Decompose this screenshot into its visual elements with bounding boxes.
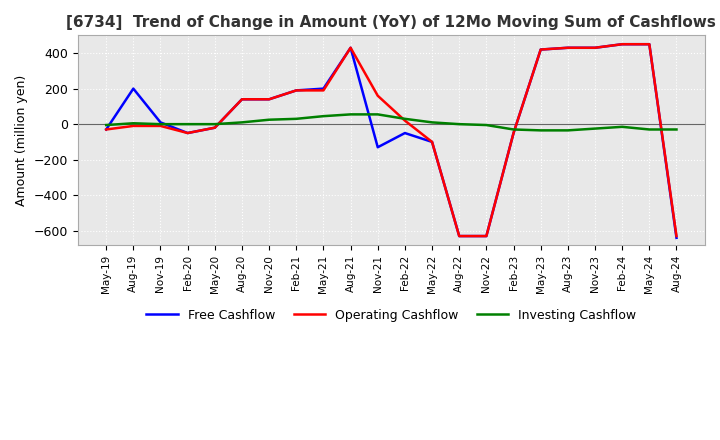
Operating Cashflow: [374, 93, 382, 99]
Operating Cashflow: [319, 88, 328, 93]
Investing Cashflow: [156, 121, 165, 127]
Investing Cashflow: [672, 127, 681, 132]
Investing Cashflow: [536, 128, 545, 133]
Y-axis label: Amount (million yen): Amount (million yen): [15, 74, 28, 206]
Investing Cashflow: [102, 122, 110, 128]
Free Cashflow: [590, 45, 599, 51]
Operating Cashflow: [590, 45, 599, 51]
Operating Cashflow: [455, 234, 464, 239]
Operating Cashflow: [129, 123, 138, 128]
Investing Cashflow: [346, 112, 355, 117]
Line: Investing Cashflow: Investing Cashflow: [106, 114, 677, 130]
Operating Cashflow: [482, 234, 491, 239]
Free Cashflow: [455, 234, 464, 239]
Operating Cashflow: [184, 130, 192, 136]
Operating Cashflow: [400, 118, 409, 123]
Investing Cashflow: [509, 127, 518, 132]
Investing Cashflow: [265, 117, 274, 122]
Free Cashflow: [536, 47, 545, 52]
Free Cashflow: [292, 88, 300, 93]
Operating Cashflow: [536, 47, 545, 52]
Free Cashflow: [346, 45, 355, 51]
Free Cashflow: [509, 130, 518, 136]
Investing Cashflow: [645, 127, 654, 132]
Line: Free Cashflow: Free Cashflow: [106, 44, 677, 238]
Investing Cashflow: [238, 120, 246, 125]
Free Cashflow: [645, 41, 654, 47]
Investing Cashflow: [482, 122, 491, 128]
Line: Operating Cashflow: Operating Cashflow: [106, 44, 677, 236]
Investing Cashflow: [374, 112, 382, 117]
Operating Cashflow: [618, 41, 626, 47]
Legend: Free Cashflow, Operating Cashflow, Investing Cashflow: Free Cashflow, Operating Cashflow, Inves…: [141, 304, 642, 327]
Free Cashflow: [319, 86, 328, 91]
Operating Cashflow: [509, 130, 518, 136]
Free Cashflow: [482, 234, 491, 239]
Operating Cashflow: [238, 97, 246, 102]
Operating Cashflow: [292, 88, 300, 93]
Investing Cashflow: [590, 126, 599, 131]
Free Cashflow: [129, 86, 138, 91]
Free Cashflow: [156, 120, 165, 125]
Investing Cashflow: [618, 124, 626, 129]
Free Cashflow: [265, 97, 274, 102]
Operating Cashflow: [564, 45, 572, 51]
Investing Cashflow: [129, 121, 138, 126]
Operating Cashflow: [428, 139, 436, 145]
Investing Cashflow: [455, 121, 464, 127]
Operating Cashflow: [102, 127, 110, 132]
Operating Cashflow: [346, 45, 355, 51]
Operating Cashflow: [156, 123, 165, 128]
Free Cashflow: [618, 41, 626, 47]
Investing Cashflow: [210, 121, 219, 127]
Free Cashflow: [374, 145, 382, 150]
Free Cashflow: [400, 130, 409, 136]
Free Cashflow: [238, 97, 246, 102]
Investing Cashflow: [428, 120, 436, 125]
Investing Cashflow: [184, 121, 192, 127]
Free Cashflow: [210, 125, 219, 130]
Title: [6734]  Trend of Change in Amount (YoY) of 12Mo Moving Sum of Cashflows: [6734] Trend of Change in Amount (YoY) o…: [66, 15, 716, 30]
Operating Cashflow: [265, 97, 274, 102]
Free Cashflow: [672, 235, 681, 241]
Free Cashflow: [564, 45, 572, 51]
Operating Cashflow: [210, 125, 219, 130]
Operating Cashflow: [672, 234, 681, 239]
Investing Cashflow: [292, 116, 300, 121]
Operating Cashflow: [645, 41, 654, 47]
Free Cashflow: [184, 130, 192, 136]
Investing Cashflow: [400, 116, 409, 121]
Investing Cashflow: [564, 128, 572, 133]
Investing Cashflow: [319, 114, 328, 119]
Free Cashflow: [428, 139, 436, 145]
Free Cashflow: [102, 127, 110, 132]
